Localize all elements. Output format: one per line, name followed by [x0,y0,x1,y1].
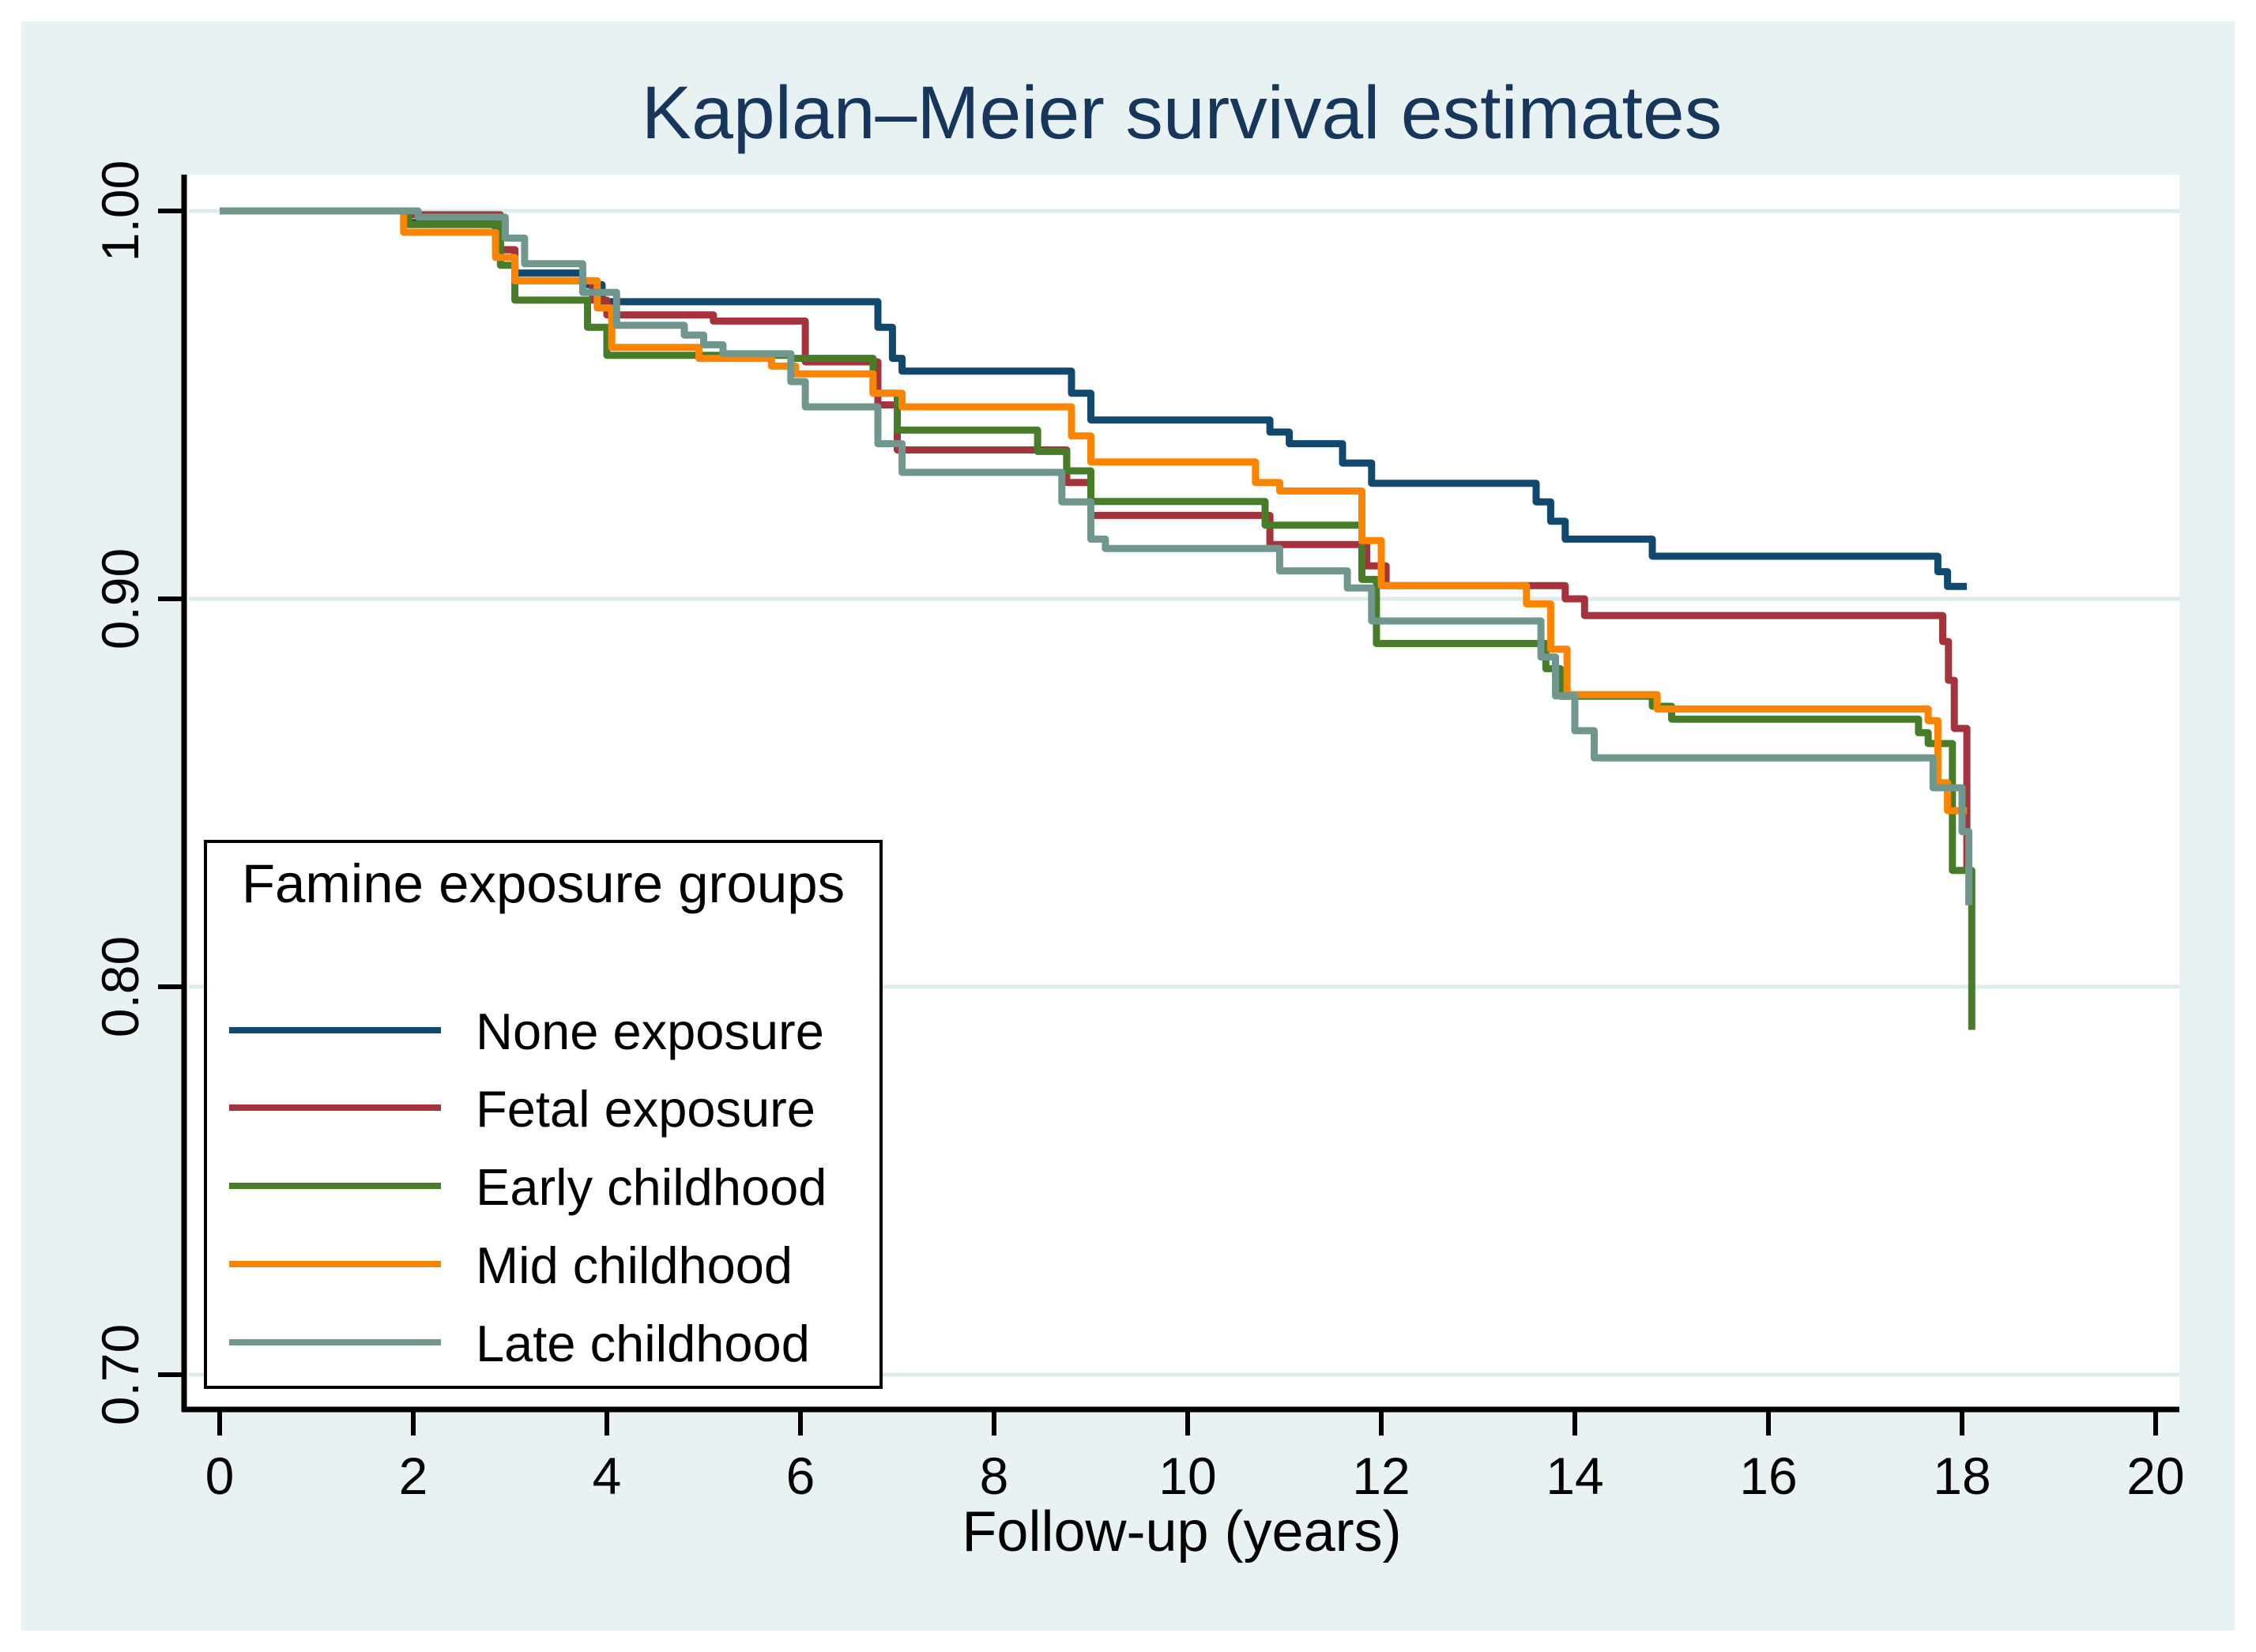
legend-swatch-mid-childhood [229,1261,441,1267]
legend-swatch-early-childhood [229,1183,441,1189]
legend-title: Famine exposure groups [241,853,846,914]
x-tick-label-20: 20 [2126,1447,2185,1505]
x-tick-label-12: 12 [1352,1447,1410,1505]
legend-box: Famine exposure groups None exposure Feta… [204,840,883,1389]
y-tick-label-0.70: 0.70 [91,1323,149,1426]
series-line-mid-childhood [220,207,1968,815]
x-tick-label-2: 2 [398,1447,428,1505]
x-tick-label-18: 18 [1933,1447,1991,1505]
legend-label-early-childhood: Early childhood [476,1158,827,1216]
x-tick-label-8: 8 [979,1447,1009,1505]
legend-label-late-childhood: Late childhood [476,1315,810,1372]
x-tick-label-10: 10 [1158,1447,1217,1505]
x-axis-title: Follow-up (years) [962,1500,1402,1564]
y-tick-label-0.90: 0.90 [91,548,149,650]
x-tick-label-6: 6 [785,1447,815,1505]
legend-swatch-fetal-exposure [229,1104,441,1111]
series-line-none-exposure [220,207,1968,590]
series-line-late-childhood [220,207,1973,905]
legend-label-mid-childhood: Mid childhood [476,1236,793,1294]
legend-swatch-late-childhood [229,1339,441,1345]
chart-title: Kaplan–Meier survival estimates [641,71,1723,155]
legend-label-fetal-exposure: Fetal exposure [476,1080,815,1138]
x-tick-label-14: 14 [1546,1447,1604,1505]
legend-swatch-none-exposure [229,1027,441,1033]
y-tick-label-1.00: 1.00 [91,160,149,262]
x-tick-label-4: 4 [592,1447,622,1505]
x-tick-label-16: 16 [1739,1447,1798,1505]
x-tick-label-0: 0 [205,1447,235,1505]
y-tick-label-0.80: 0.80 [91,935,149,1038]
legend-label-none-exposure: None exposure [476,1003,824,1060]
